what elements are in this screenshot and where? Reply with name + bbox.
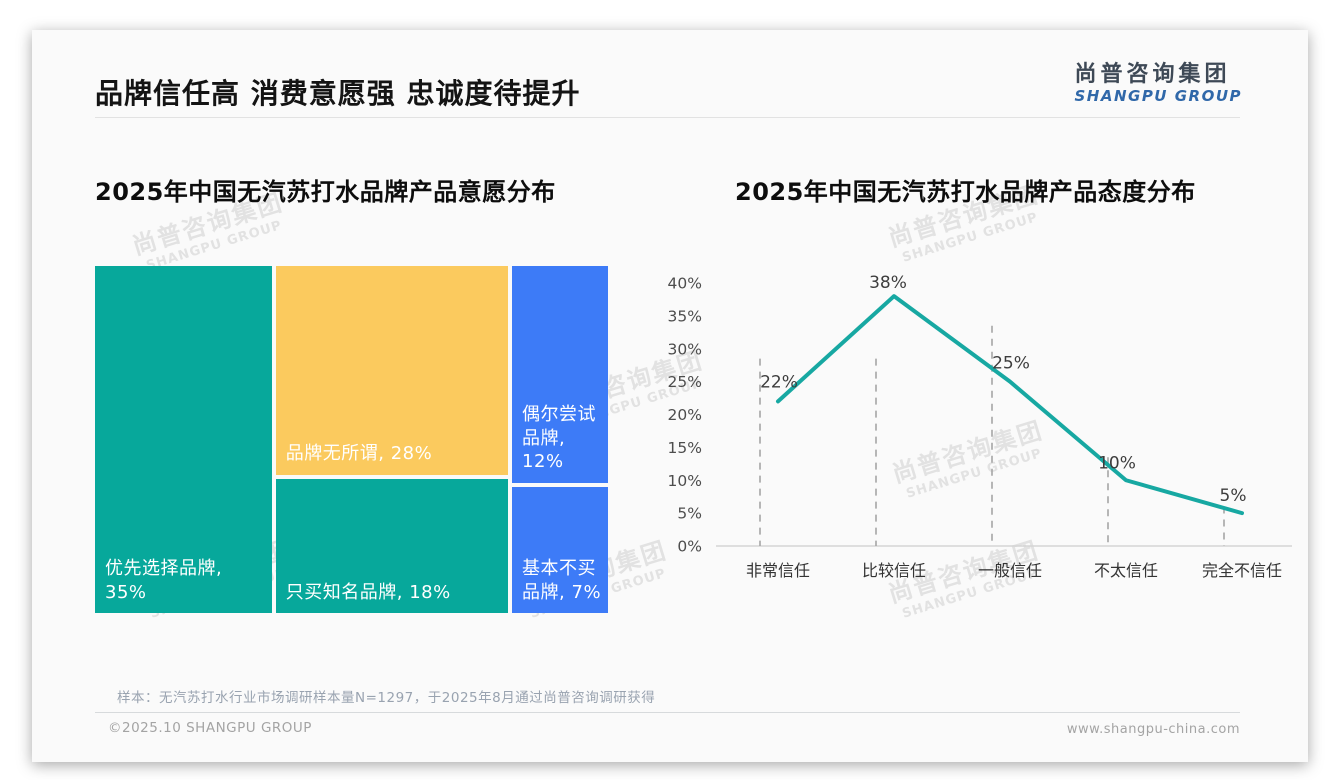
y-tick-label: 10% [668,472,702,490]
treemap-column: 优先选择品牌, 35% [95,266,272,613]
treemap-chart-title: 2025年中国无汽苏打水品牌产品意愿分布 [95,178,556,206]
treemap-block-5: 基本不买品牌, 7% [512,486,608,613]
watermark-en: SHANGPU GROUP [900,209,1040,266]
treemap-block-label: 品牌无所谓, 28% [285,443,433,465]
treemap-block-4: 偶尔尝试品牌, 12% [512,266,608,483]
data-point-label: 25% [992,354,1030,374]
y-tick-label: 20% [668,406,702,424]
y-tick-label: 5% [677,505,702,523]
line-chart: 0% 5% 10% 15% 20% 25% 30% 35% 40% 非常信任 比较信任 一般信任 不太信… [640,270,1300,615]
data-point-label: 22% [760,372,798,392]
treemap-chart: 优先选择品牌, 35% 品牌无所谓, 28% 只买知名品牌, 18% 偶尔尝试品牌, … [95,266,608,613]
treemap-block-label: 偶尔尝试品牌, 12% [522,404,597,473]
slide-card: 尚普咨询集团 SHANGPU GROUP 尚普咨询集团 SHANGPU GROU… [32,30,1308,762]
line-chart-title: 2025年中国无汽苏打水品牌产品态度分布 [735,178,1196,206]
y-tick-label: 25% [668,373,702,391]
data-point-label: 5% [1220,486,1247,506]
treemap-block-label: 优先选择品牌, 35% [105,558,223,603]
treemap-column: 偶尔尝试品牌, 12% 基本不买品牌, 7% [512,266,608,613]
treemap-block-2: 品牌无所谓, 28% [275,266,509,475]
treemap-block-1: 优先选择品牌, 35% [95,266,272,613]
line-chart-svg: 0% 5% 10% 15% 20% 25% 30% 35% 40% 非常信任 比较信任 一般信任 不太信… [668,273,1292,580]
treemap-column: 品牌无所谓, 28% 只买知名品牌, 18% [275,266,509,613]
treemap-block-3: 只买知名品牌, 18% [275,478,509,613]
sample-footnote: 样本：无汽苏打水行业市场调研样本量N=1297，于2025年8月通过尚普咨询调研… [117,690,656,706]
x-category-label: 完全不信任 [1202,561,1282,580]
trust-line-series [776,294,1244,516]
logo-en-text: SHANGPU GROUP [1074,87,1242,106]
footer-divider [95,712,1240,713]
x-category-label: 比较信任 [862,561,926,580]
company-logo: 尚普咨询集团 SHANGPU GROUP [1074,62,1242,105]
y-tick-label: 0% [677,538,702,556]
y-tick-label: 15% [668,439,702,457]
data-point-label: 38% [869,273,907,293]
page-title: 品牌信任高 消费意愿强 忠诚度待提升 [95,77,581,110]
title-divider [95,117,1240,118]
y-tick-label: 30% [668,340,702,358]
copyright-text: ©2025.10 SHANGPU GROUP [108,720,312,736]
y-tick-label: 35% [668,307,702,325]
treemap-block-label: 只买知名品牌, 18% [285,581,451,603]
x-category-label: 非常信任 [746,561,810,580]
logo-cn-text: 尚普咨询集团 [1074,62,1231,87]
x-category-label: 不太信任 [1094,561,1158,580]
x-category-label: 一般信任 [978,561,1042,580]
y-tick-label: 40% [668,275,702,293]
website-url: www.shangpu-china.com [1066,722,1240,737]
treemap-block-label: 基本不买品牌, 7% [522,558,602,603]
data-point-label: 10% [1098,453,1136,473]
